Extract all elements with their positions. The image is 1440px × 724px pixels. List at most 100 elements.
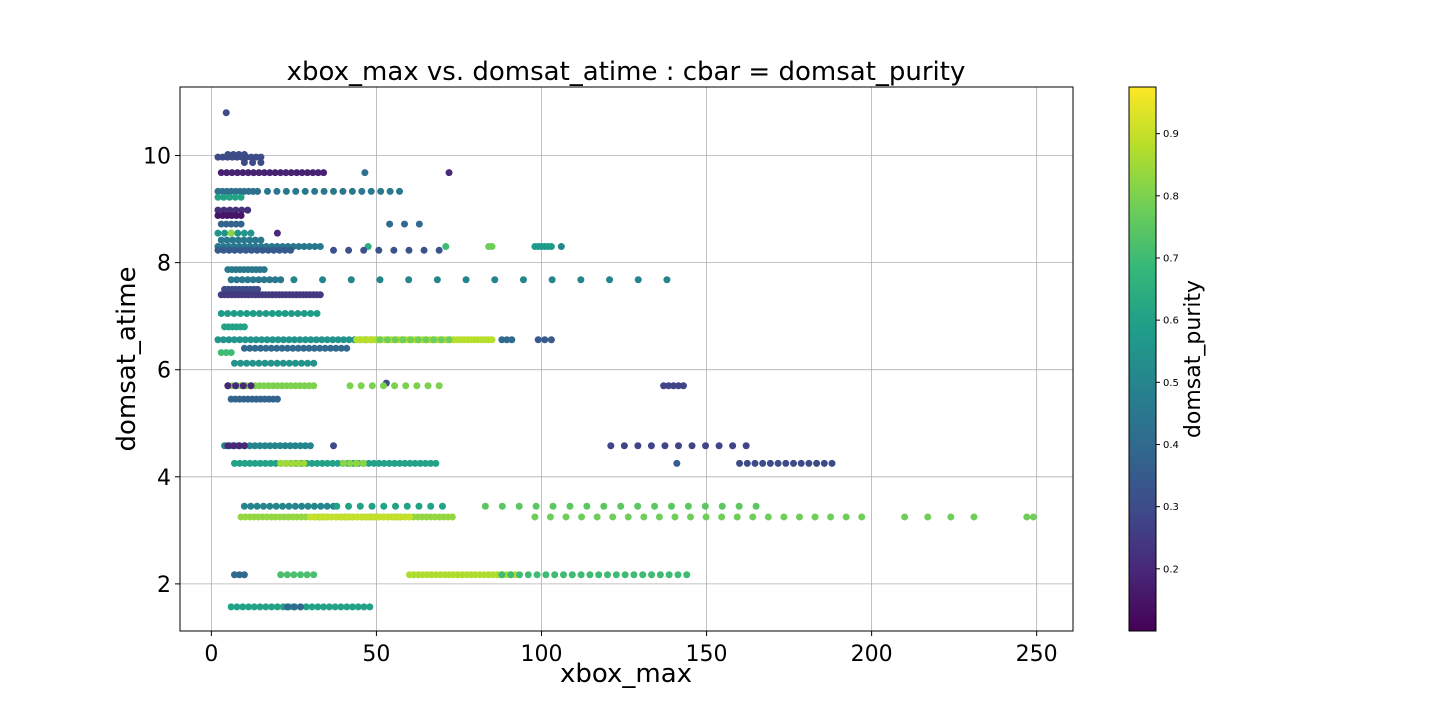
scatter-point <box>317 502 325 510</box>
scatter-point <box>634 276 642 284</box>
scatter-point <box>240 229 248 237</box>
scatter-point <box>240 502 248 510</box>
scatter-point <box>368 382 376 390</box>
chart-title: xbox_max vs. domsat_atime : cbar = domsa… <box>287 57 966 87</box>
scatter-point <box>568 571 576 579</box>
scatter-point <box>281 309 289 317</box>
scatter-point <box>365 459 373 467</box>
scatter-point <box>257 158 265 166</box>
x-axis-label: xbox_max <box>560 659 692 689</box>
scatter-point <box>795 513 803 521</box>
x-axis: 0 50 100 150 200 250 <box>204 631 1058 667</box>
scatter-point <box>358 187 366 195</box>
scatter-point <box>260 266 268 274</box>
scatter-point <box>229 236 237 244</box>
colorbar-tick-label: 0.9 <box>1163 129 1179 140</box>
scatter-point <box>377 187 385 195</box>
scatter-point <box>403 502 411 510</box>
scatter-point <box>309 169 317 177</box>
scatter-point <box>842 513 850 521</box>
scatter-point <box>413 382 421 390</box>
scatter-point <box>595 571 603 579</box>
scatter-point <box>348 513 356 521</box>
scatter-point <box>298 359 306 367</box>
scatter-point <box>321 344 329 352</box>
scatter-point <box>318 459 326 467</box>
scatter-point <box>294 344 302 352</box>
scatter-point <box>298 169 306 177</box>
colorbar-tick-label: 0.3 <box>1163 502 1179 513</box>
scatter-point <box>376 276 384 284</box>
scatter-point <box>379 513 387 521</box>
scatter-point <box>674 571 682 579</box>
scatter-point <box>782 459 790 467</box>
scatter-point <box>560 571 568 579</box>
scatter-point <box>244 206 252 214</box>
scatter-point <box>391 382 399 390</box>
scatter-point <box>405 513 413 521</box>
scatter-point <box>266 502 274 510</box>
scatter-point <box>375 246 383 254</box>
scatter-point <box>399 336 407 344</box>
scatter-point <box>400 513 408 521</box>
scatter-point <box>224 442 232 450</box>
scatter-point <box>244 169 252 177</box>
scatter-point <box>288 459 296 467</box>
scatter-point <box>343 513 351 521</box>
scatter-point <box>416 459 424 467</box>
scatter-point <box>285 359 293 367</box>
scatter-point <box>236 459 244 467</box>
scatter-point <box>702 442 710 450</box>
scatter-point <box>230 359 238 367</box>
scatter-point <box>424 382 432 390</box>
scatter-point <box>256 442 264 450</box>
scatter-point <box>277 276 285 284</box>
scatter-point <box>310 382 318 390</box>
scatter-point <box>774 459 782 467</box>
scatter-point <box>375 459 383 467</box>
scatter-point <box>238 206 246 214</box>
scatter-point <box>272 459 280 467</box>
scatter-point <box>226 193 234 201</box>
scatter-point <box>271 169 279 177</box>
scatter-point <box>338 513 346 521</box>
scatter-point <box>302 603 310 611</box>
scatter-point <box>310 571 318 579</box>
scatter-point <box>764 513 772 521</box>
scatter-point <box>273 359 281 367</box>
scatter-point <box>405 276 413 284</box>
scatter-point <box>303 169 311 177</box>
scatter-point <box>287 169 295 177</box>
scatter-point <box>320 603 328 611</box>
scatter-point <box>282 187 290 195</box>
scatter-point <box>348 603 356 611</box>
scatter-point <box>339 459 347 467</box>
scatter-point <box>438 502 446 510</box>
scatter-point <box>663 276 671 284</box>
scatter-point <box>294 309 302 317</box>
scatter-point <box>296 603 304 611</box>
scatter-point <box>498 502 506 510</box>
colorbar: 0.2 0.3 0.4 0.5 0.6 0.7 0.8 0.9 <box>1128 86 1179 632</box>
scatter-point <box>688 442 696 450</box>
scatter-point <box>345 336 353 344</box>
scatter-point <box>586 571 594 579</box>
scatter-point <box>316 344 324 352</box>
scatter-point <box>343 344 351 352</box>
scatter-point <box>551 571 559 579</box>
scatter-point <box>277 169 285 177</box>
scatter-point <box>319 276 327 284</box>
scatter-point <box>827 513 835 521</box>
scatter-point <box>251 459 259 467</box>
scatter-point <box>385 513 393 521</box>
scatter-point <box>531 513 539 521</box>
scatter-point <box>655 513 663 521</box>
scatter-point <box>488 336 496 344</box>
scatter-point <box>345 246 353 254</box>
scatter-point <box>380 502 388 510</box>
scatter-point <box>339 187 347 195</box>
x-tick-label: 100 <box>520 642 562 667</box>
scatter-point <box>234 229 242 237</box>
scatter-point <box>273 344 281 352</box>
scatter-point <box>271 442 279 450</box>
